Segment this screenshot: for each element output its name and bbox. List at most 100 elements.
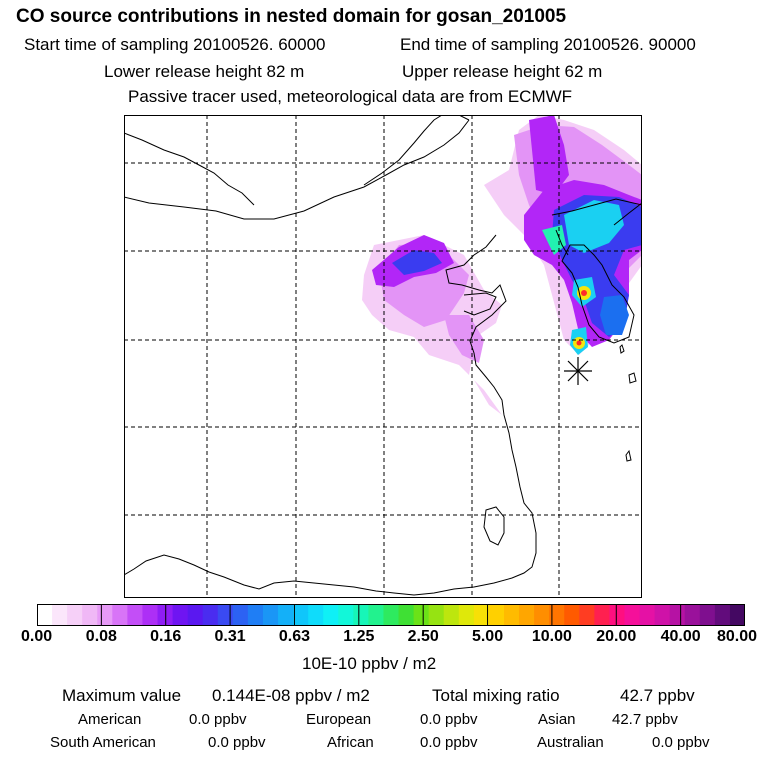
japan-island-2 <box>625 449 632 462</box>
colorbar-tick-labels: 0.00 0.08 0.16 0.31 0.63 1.25 2.50 5.00 10.00 20.… <box>0 628 768 650</box>
map-panel <box>124 115 642 598</box>
source-name-asian: Asian <box>538 711 576 728</box>
colorbar-cell <box>142 604 159 626</box>
colorbar-cell <box>323 604 339 626</box>
colorbar-cell <box>549 604 565 626</box>
colorbar-cell <box>488 604 505 626</box>
colorbar-cell <box>217 604 234 626</box>
colorbar-cell <box>699 604 716 626</box>
colorbar-cell <box>519 604 535 626</box>
china-coast <box>124 234 537 596</box>
colorbar-cell <box>67 604 83 626</box>
colorbar-cell <box>308 604 324 626</box>
source-name-european: European <box>306 711 372 728</box>
plume-blue-west <box>392 250 442 275</box>
border-line-river <box>363 115 443 186</box>
source-value-african: 0.0 ppbv <box>420 734 478 751</box>
max-value: 0.144E-08 ppbv / m2 <box>212 686 370 705</box>
colorbar-cell <box>624 604 641 626</box>
source-value-european: 0.0 ppbv <box>420 711 478 728</box>
colorbar-cell <box>338 604 354 626</box>
receptor-asterisk-icon <box>564 357 592 385</box>
grid-lines <box>124 115 642 598</box>
korea-peninsula <box>561 244 635 344</box>
source-value-australian: 0.0 ppbv <box>652 734 710 751</box>
colorbar-cell <box>639 604 656 626</box>
plot-title: CO source contributions in nested domain… <box>16 6 567 27</box>
plume-light-south <box>444 315 484 363</box>
source-value-south-american: 0.0 ppbv <box>208 734 266 751</box>
colorbar-cell <box>714 604 731 626</box>
border-line-asia <box>124 132 255 206</box>
source-name-australian: Australian <box>537 734 604 751</box>
colorbar-cell <box>503 604 520 626</box>
colorbar-tick-label: 1.25 <box>343 628 375 645</box>
total-mixing-ratio-label: Total mixing ratio <box>432 686 560 705</box>
colorbar-cell <box>127 604 144 626</box>
upper-release-height-label: Upper release height 62 m <box>402 62 603 81</box>
colorbar-tick-label: 10.00 <box>531 628 572 645</box>
taiwan <box>483 506 505 546</box>
colorbar-cell <box>609 604 626 626</box>
colorbar-tick-label: 0.16 <box>150 628 182 645</box>
colorbar-cell <box>232 604 249 626</box>
total-mixing-ratio-value: 42.7 ppbv <box>620 686 695 705</box>
colorbar-unit-label: 10E-10 ppbv / m2 <box>302 654 437 673</box>
colorbar-cell <box>172 604 189 626</box>
colorbar-cell <box>534 604 550 626</box>
colorbar-cell <box>594 604 611 626</box>
colorbar-cell <box>383 604 400 626</box>
colorbar-cell <box>37 604 53 626</box>
source-value-asian: 42.7 ppbv <box>612 711 678 728</box>
plume-aqua <box>542 225 566 255</box>
colorbar-tick-label: 80.00 <box>717 628 758 645</box>
colorbar-cell <box>187 604 204 626</box>
colorbar-tick-label: 0.08 <box>85 628 117 645</box>
colorbar-cell <box>443 604 460 626</box>
colorbar <box>37 604 745 626</box>
colorbar-tick-label: 40.00 <box>660 628 701 645</box>
plume-cyan <box>564 200 624 253</box>
colorbar-tick-label: 0.00 <box>21 628 53 645</box>
source-name-american: American <box>78 711 142 728</box>
colorbar-cell <box>247 604 264 626</box>
colorbar-cell <box>293 604 309 626</box>
colorbar-cell <box>729 604 745 626</box>
colorbar-tick-label: 5.00 <box>471 628 504 645</box>
lower-release-height-label: Lower release height 82 m <box>104 62 305 81</box>
colorbar-cell <box>564 604 580 626</box>
colorbar-cell <box>112 604 128 626</box>
tracer-note: Passive tracer used, meteorological data… <box>128 87 573 106</box>
colorbar-cell <box>458 604 475 626</box>
colorbar-cell <box>353 604 369 626</box>
colorbar-cell <box>398 604 415 626</box>
colorbar-cell <box>413 604 430 626</box>
colorbar-cell <box>684 604 701 626</box>
colorbar-cell <box>368 604 385 626</box>
plume-hotspot-north-red <box>581 290 587 296</box>
korea-peninsula-west <box>555 229 569 256</box>
colorbar-cell <box>262 604 279 626</box>
colorbar-cell <box>579 604 595 626</box>
colorbar-cell <box>202 604 219 626</box>
colorbar-cell <box>473 604 490 626</box>
colorbar-cell <box>278 604 294 626</box>
source-value-american: 0.0 ppbv <box>189 711 247 728</box>
coastline-layer <box>124 115 642 596</box>
border-line-north <box>124 119 470 220</box>
colorbar-cell <box>654 604 671 626</box>
source-name-african: African <box>327 734 374 751</box>
korea-coast <box>551 198 642 216</box>
colorbar-cell <box>428 604 445 626</box>
colorbar-tick-label: 2.50 <box>407 628 439 645</box>
colorbar-tick-label: 20.00 <box>596 628 637 645</box>
japan-island-3 <box>619 344 625 354</box>
plume-deepblue-peninsula <box>600 295 629 335</box>
start-time-label: Start time of sampling 20100526. 60000 <box>24 35 326 54</box>
source-name-south-american: South American <box>50 734 156 751</box>
colorbar-tick-label: 0.63 <box>278 628 311 645</box>
max-value-label: Maximum value <box>62 686 182 705</box>
end-time-label: End time of sampling 20100526. 90000 <box>400 35 696 54</box>
map-frame <box>124 115 642 598</box>
colorbar-cell <box>52 604 68 626</box>
